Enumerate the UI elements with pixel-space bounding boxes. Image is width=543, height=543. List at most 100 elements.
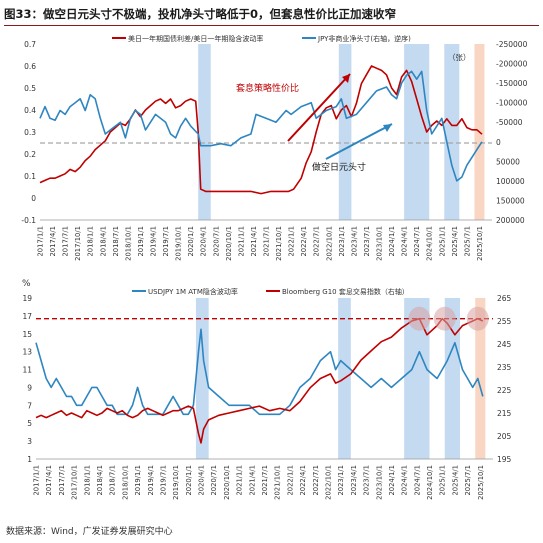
x-tick-label-29: 2024/4/1	[401, 465, 409, 496]
x-tick-label-0: 2017/1/1	[33, 465, 41, 496]
x-tick-label-33: 2025/4/1	[451, 226, 459, 257]
x-tick-label-2: 2017/7/1	[62, 226, 70, 257]
legend-label-carry-index: Bloomberg G10 套息交易指数（右轴）	[282, 287, 409, 296]
y-right-tick-3: -100000	[496, 99, 528, 108]
x-tick-label-31: 2024/10/1	[426, 226, 434, 261]
x-tick-label-32: 2025/1/1	[438, 226, 446, 257]
y-left-tick-1: 17	[22, 312, 32, 321]
x-tick-label-7: 2018/10/1	[124, 226, 132, 261]
series-line-0	[39, 65, 483, 195]
y-left-tick-1: 0.6	[24, 62, 36, 71]
x-tick-label-3: 2017/10/1	[74, 226, 82, 261]
y-right-tick-9: 200000	[496, 216, 525, 225]
y-right-tick-5: 0	[496, 138, 501, 147]
y-axis-unit-percent: %	[22, 279, 31, 289]
x-tick-label-1: 2017/4/1	[45, 465, 53, 496]
arrow-carry-head	[342, 74, 350, 83]
x-tick-label-3: 2017/10/1	[71, 465, 79, 500]
x-tick-label-8: 2019/1/1	[134, 465, 142, 496]
x-tick-label-16: 2021/1/1	[236, 465, 244, 496]
y-right-tick-2: -150000	[496, 79, 528, 88]
axes-top: 0.7 0.6 0.5 0.4 0.3 0.2 0.1 0 -0.1 -250000 -200000…	[21, 40, 527, 261]
x-tick-label-14: 2020/7/1	[212, 226, 220, 257]
x-tick-label-23: 2022/10/1	[325, 226, 333, 261]
shaded-period-0	[198, 44, 211, 220]
shaded-period-4	[475, 298, 486, 459]
y-right-tick-6: 50000	[496, 157, 520, 166]
x-tick-label-13: 2020/4/1	[198, 465, 206, 496]
x-tick-label-11: 2019/10/1	[172, 465, 180, 500]
x-tick-label-27: 2023/10/1	[376, 226, 384, 261]
annotation-carry: 套息策略性价比	[236, 82, 299, 94]
y-left-tick-5: 0.2	[24, 150, 36, 159]
arrow-short-jpy	[325, 123, 393, 160]
y-right-tick-0: 265	[497, 294, 512, 303]
x-tick-label-12: 2020/1/1	[185, 465, 193, 496]
y-right-tick-8: 150000	[496, 196, 525, 205]
x-tick-label-31: 2024/10/1	[426, 465, 434, 500]
y-left-tick-2: 0.5	[24, 84, 36, 93]
y-right-tick-1: -200000	[496, 60, 528, 69]
y-right-tick-5: 215	[497, 409, 512, 418]
legend-top: 美日一年期国债利差/美日一年期隐含波动率 JPY非商业净头寸(右轴，逆序)	[112, 34, 411, 43]
y-right-tick-4: 225	[497, 386, 512, 395]
highlight-circle-1	[433, 306, 456, 331]
x-tick-label-34: 2025/7/1	[463, 226, 471, 257]
x-tick-label-19: 2021/10/1	[275, 226, 283, 261]
x-tick-label-26: 2023/7/1	[363, 465, 371, 496]
x-tick-label-6: 2018/7/1	[109, 465, 117, 496]
chart-bottom: 19 17 15 13 11 9 7 5 3 1 265 255 245 235 225 215 205 195 2…	[22, 279, 512, 500]
y-left-tick-9: 1	[27, 455, 32, 464]
arrow-short-jpy-head	[383, 124, 392, 132]
y-right-tick-6: 205	[497, 432, 512, 441]
x-tick-label-34: 2025/7/1	[464, 465, 472, 496]
unit-label-zhang: （张）	[448, 53, 471, 62]
x-tick-label-30: 2024/7/1	[413, 465, 421, 496]
shaded-periods-top	[198, 44, 485, 220]
x-tick-label-33: 2025/4/1	[451, 465, 459, 496]
x-tick-label-25: 2023/4/1	[350, 465, 358, 496]
highlight-circle-0	[408, 306, 431, 331]
y-right-tick-7: 100000	[496, 177, 525, 186]
series-line-0	[35, 328, 484, 416]
x-tick-label-10: 2019/7/1	[159, 465, 167, 496]
x-tick-label-11: 2019/10/1	[175, 226, 183, 261]
x-tick-label-30: 2024/7/1	[413, 226, 421, 257]
y-left-tick-0: 19	[22, 294, 32, 303]
x-tick-label-17: 2021/4/1	[248, 465, 256, 496]
x-tick-label-8: 2019/1/1	[137, 226, 145, 257]
y-right-tick-1: 255	[497, 317, 512, 326]
y-right-tick-3: 235	[497, 363, 512, 372]
x-tick-label-10: 2019/7/1	[162, 226, 170, 257]
legend-label-net-position: JPY非商业净头寸(右轴，逆序)	[317, 34, 411, 43]
x-tick-label-32: 2025/1/1	[439, 465, 447, 496]
series-line-1	[39, 70, 483, 182]
x-tick-label-26: 2023/7/1	[363, 226, 371, 257]
shaded-period-2	[404, 44, 430, 220]
x-tick-label-6: 2018/7/1	[112, 226, 120, 257]
x-tick-label-21: 2022/4/1	[300, 226, 308, 257]
x-tick-label-23: 2022/10/1	[324, 465, 332, 500]
x-tick-label-20: 2022/1/1	[286, 465, 294, 496]
highlight-circle-2	[466, 306, 489, 331]
y-left-tick-5: 9	[27, 383, 32, 392]
x-tick-label-4: 2018/1/1	[87, 226, 95, 257]
y-right-tick-0: -250000	[496, 40, 528, 49]
x-tick-label-14: 2020/7/1	[210, 465, 218, 496]
y-right-tick-2: 245	[497, 340, 512, 349]
source-note: 数据来源：Wind，广发证券发展研究中心	[6, 527, 173, 537]
highlight-circles	[408, 306, 489, 331]
x-tick-label-22: 2022/7/1	[312, 465, 320, 496]
axes-bottom: 19 17 15 13 11 9 7 5 3 1 265 255 245 235 225 215 205 195 2…	[22, 294, 511, 500]
x-tick-label-28: 2024/1/1	[388, 465, 396, 496]
x-tick-label-7: 2018/10/1	[121, 465, 129, 500]
y-left-tick-4: 0.3	[24, 128, 36, 137]
x-tick-label-24: 2023/1/1	[337, 465, 345, 496]
y-left-tick-3: 0.4	[24, 106, 36, 115]
x-tick-label-18: 2021/7/1	[261, 465, 269, 496]
x-tick-label-4: 2018/1/1	[83, 465, 91, 496]
chart-top: 0.7 0.6 0.5 0.4 0.3 0.2 0.1 0 -0.1 -250000 -200000…	[21, 34, 527, 261]
y-left-tick-4: 11	[22, 366, 32, 375]
x-tick-label-35: 2025/10/1	[476, 226, 484, 261]
x-tick-label-12: 2020/1/1	[187, 226, 195, 257]
